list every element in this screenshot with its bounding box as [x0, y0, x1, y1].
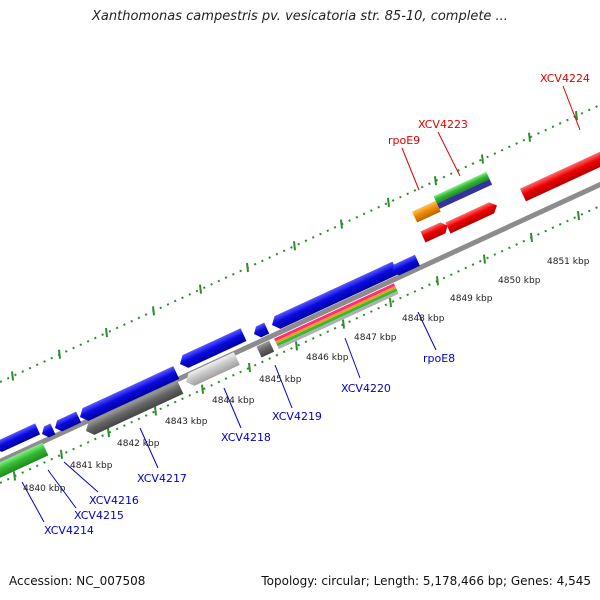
- major-tick: [483, 254, 486, 264]
- major-tick: [152, 306, 155, 316]
- feature-green-top[interactable]: [433, 171, 490, 204]
- feature-gray-small[interactable]: [256, 340, 275, 358]
- gene-label-xcv4220[interactable]: XCV4220: [341, 382, 391, 395]
- accession-text: Accession: NC_007508: [9, 574, 146, 588]
- kbp-label: 4849 kbp: [450, 294, 493, 304]
- kbp-label: 4847 kbp: [354, 333, 397, 343]
- tick-track-lower: [0, 205, 600, 484]
- map-title: Xanthomonas campestris pv. vesicatoria s…: [92, 9, 508, 24]
- major-tick: [105, 327, 108, 338]
- major-tick: [246, 262, 249, 273]
- kbp-label: 4845 kbp: [259, 375, 302, 385]
- major-tick: [154, 406, 157, 416]
- feature-red-small[interactable]: [420, 220, 450, 243]
- gene-label-rpoe9[interactable]: rpoE9: [388, 134, 420, 147]
- bottom-gene-labels: rpoE8 XCV4220 XCV4219 XCV4218 XCV4217 XC…: [21, 311, 455, 537]
- gene-label-xcv4224[interactable]: XCV4224: [540, 72, 590, 85]
- major-tick: [248, 362, 251, 373]
- major-tick: [199, 284, 202, 294]
- tick-track-upper: [0, 104, 600, 383]
- kbp-label: 4846 kbp: [306, 353, 349, 363]
- feature-navy[interactable]: [436, 179, 493, 209]
- major-tick: [577, 211, 580, 221]
- feature-lightgray-xcv4218[interactable]: [183, 352, 240, 388]
- feature-pink-band[interactable]: [274, 283, 396, 342]
- feature-blue-rpoe8[interactable]: [389, 254, 420, 278]
- kbp-label: 4843 kbp: [165, 417, 208, 427]
- major-tick: [295, 341, 298, 351]
- feature-blue-xcv4216[interactable]: [52, 411, 82, 434]
- gene-label-xcv4217[interactable]: XCV4217: [137, 472, 187, 485]
- major-tick: [342, 319, 345, 329]
- feature-blue-xcv4215[interactable]: [39, 423, 56, 440]
- kbp-label: 4840 kbp: [23, 484, 66, 494]
- feature-blue-xcv4220[interactable]: [269, 261, 399, 332]
- feature-blue-xcv4214[interactable]: [0, 423, 41, 454]
- kbp-label: 4842 kbp: [117, 439, 160, 449]
- gene-label-xcv4218[interactable]: XCV4218: [221, 431, 271, 444]
- feature-green-band[interactable]: [276, 288, 398, 347]
- feature-red-xcv4224[interactable]: [520, 144, 600, 202]
- kbp-label: 4848 kbp: [402, 314, 445, 324]
- feature-gray-xcv4217[interactable]: [83, 381, 184, 437]
- major-tick: [575, 110, 578, 121]
- major-tick: [58, 349, 61, 359]
- feature-gray-band[interactable]: [277, 290, 399, 350]
- major-tick: [530, 232, 533, 242]
- kbp-label: 4851 kbp: [547, 257, 590, 267]
- major-tick: [107, 428, 110, 438]
- feature-blue-xcv4219[interactable]: [251, 322, 270, 340]
- feature-green-bottom[interactable]: [0, 442, 49, 481]
- major-tick: [389, 297, 392, 308]
- major-tick: [13, 471, 16, 481]
- feature-blue-xcv4218[interactable]: [177, 328, 247, 370]
- gene-label-xcv4215[interactable]: XCV4215: [74, 509, 124, 522]
- major-tick: [201, 384, 204, 394]
- gene-label-rpoe8[interactable]: rpoE8: [423, 352, 455, 365]
- major-tick: [293, 241, 296, 251]
- feature-red-mid[interactable]: [445, 200, 499, 234]
- kbp-label: 4844 kbp: [212, 396, 255, 406]
- forward-strand-features[interactable]: [410, 144, 600, 243]
- major-tick: [481, 154, 484, 164]
- genome-summary-text: Topology: circular; Length: 5,178,466 bp…: [261, 574, 591, 588]
- kbp-labels: 4840 kbp 4841 kbp 4842 kbp 4843 kbp 4844…: [23, 257, 590, 494]
- top-gene-labels: XCV4224 XCV4223 rpoE9: [388, 72, 590, 191]
- gene-label-xcv4223[interactable]: XCV4223: [418, 118, 468, 131]
- reverse-strand-features[interactable]: [0, 254, 420, 481]
- major-tick: [60, 449, 63, 459]
- major-tick: [11, 371, 14, 381]
- gene-label-xcv4219[interactable]: XCV4219: [272, 410, 322, 423]
- kbp-label: 4850 kbp: [498, 276, 541, 286]
- feature-orange-band[interactable]: [275, 286, 397, 344]
- gene-label-xcv4216[interactable]: XCV4216: [89, 494, 139, 507]
- major-tick: [387, 197, 390, 207]
- major-tick: [340, 219, 343, 229]
- major-tick: [434, 176, 437, 186]
- gene-label-xcv4214[interactable]: XCV4214: [44, 524, 94, 537]
- feature-orange[interactable]: [412, 200, 441, 223]
- major-tick: [436, 276, 439, 286]
- feature-blue-xcv4217[interactable]: [77, 366, 180, 423]
- major-tick: [528, 132, 531, 142]
- major-ticks: [11, 110, 580, 481]
- kbp-label: 4841 kbp: [70, 461, 113, 471]
